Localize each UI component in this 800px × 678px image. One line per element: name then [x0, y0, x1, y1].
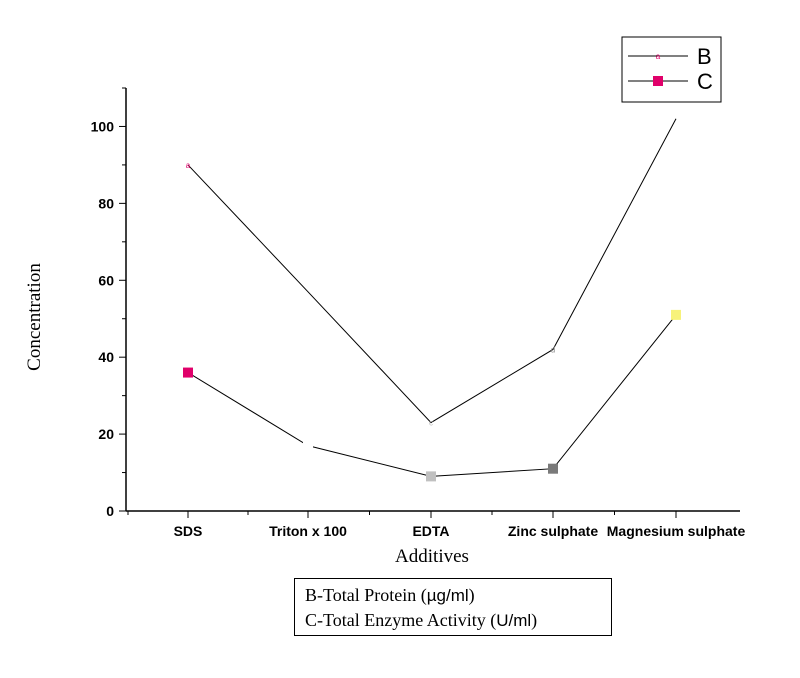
series-points: a c d [183, 161, 681, 482]
y-axis-title: Concentration [24, 263, 45, 371]
y-tick-label: 60 [98, 272, 114, 288]
legend-note-box: B-Total Protein (µg/ml) C-Total Enzyme A… [294, 578, 612, 636]
note-line-protein: B-Total Protein (µg/ml) [305, 585, 475, 605]
series-c-line [187, 314, 677, 477]
x-tick-label: SDS [174, 523, 203, 539]
legend-marker-c [653, 76, 663, 86]
y-tick-label: 100 [91, 118, 115, 134]
series-b-line [187, 118, 677, 424]
series-c-point [183, 367, 193, 378]
legend-marker-b: a [656, 52, 661, 61]
series-c-point [671, 309, 681, 320]
y-tick-label: 20 [98, 426, 114, 442]
y-tick-label: 80 [98, 195, 114, 211]
x-tick-label: Zinc sulphate [508, 523, 598, 539]
y-tick-label: 40 [98, 349, 114, 365]
y-tick-label: 0 [106, 503, 114, 519]
x-tick-label: Triton x 100 [269, 523, 347, 539]
series-b-point: d [551, 345, 555, 354]
legend-label-b: B [697, 44, 712, 69]
x-tick-label: Magnesium sulphate [607, 523, 746, 539]
note-line-enzyme: C-Total Enzyme Activity (U/ml) [305, 610, 538, 630]
series-b-point: c [429, 419, 433, 428]
series-c-point [303, 440, 313, 451]
legend-label-c: C [697, 69, 713, 94]
x-axis-title: Additives [395, 546, 469, 567]
series-b-point: a [186, 161, 191, 170]
series-c-point [548, 463, 558, 474]
legend: a B C [621, 36, 722, 103]
axes: 0 20 40 60 80 100 SDS Triton x 100 EDTA Zinc sulp… [91, 87, 746, 539]
series-c-point [426, 471, 436, 482]
x-tick-label: EDTA [412, 523, 449, 539]
legend-box [621, 36, 722, 103]
